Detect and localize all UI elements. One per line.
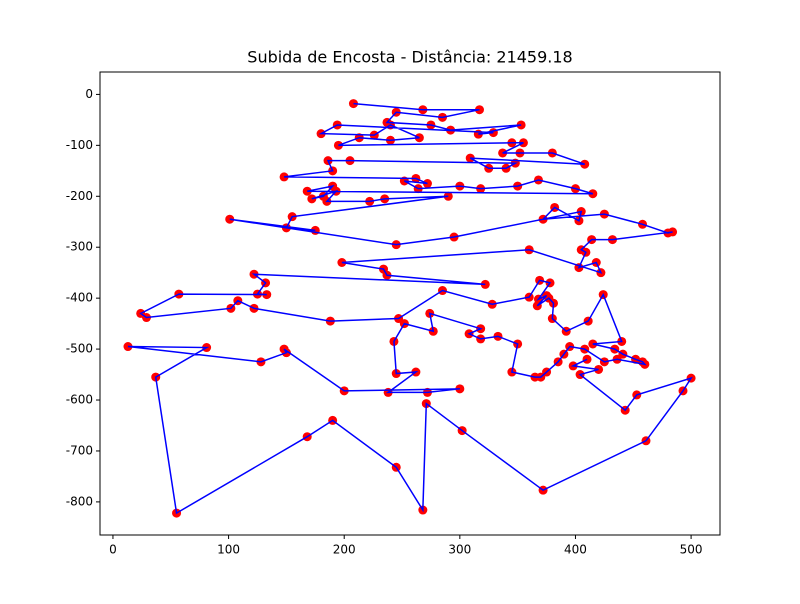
y-tick-label: -700 [66, 443, 93, 457]
plot-frame [99, 71, 721, 536]
x-tick-label: 0 [109, 543, 117, 557]
x-tick-label: 500 [680, 543, 703, 557]
y-tick-label: -800 [66, 494, 93, 508]
x-tick-label: 400 [564, 543, 587, 557]
chart-title: Subida de Encosta - Distância: 21459.18 [247, 48, 572, 67]
x-tick-label: 100 [217, 543, 240, 557]
y-tick-label: -300 [66, 240, 93, 254]
y-tick-label: -600 [66, 393, 93, 407]
y-tick-label: -100 [66, 138, 93, 152]
y-tick-label: -400 [66, 291, 93, 305]
route-line [127, 102, 693, 515]
y-tick-label: -500 [66, 342, 93, 356]
y-tick-label: -200 [66, 189, 93, 203]
y-tick-label: 0 [85, 87, 93, 101]
x-tick-label: 200 [333, 543, 356, 557]
x-tick-label: 300 [448, 543, 471, 557]
